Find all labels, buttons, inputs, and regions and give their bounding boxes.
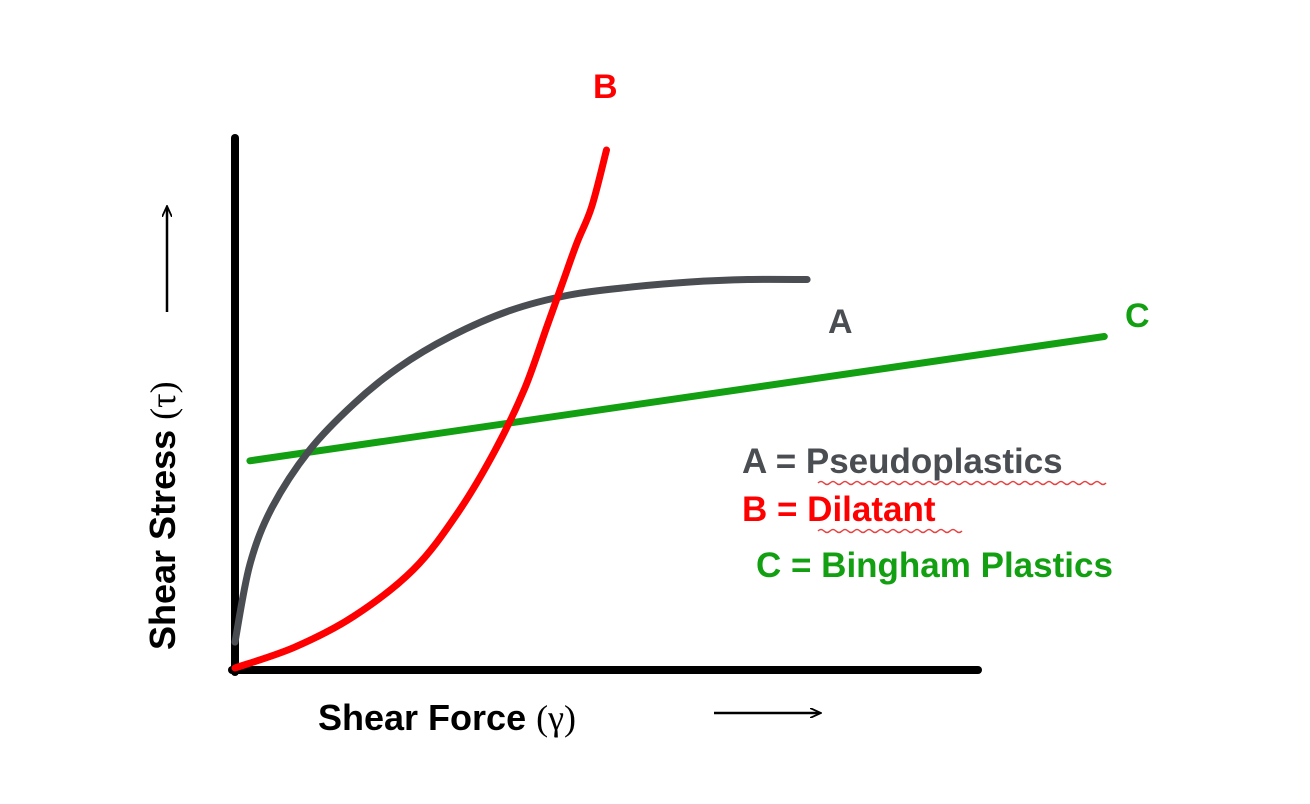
series-line-b	[231, 146, 610, 672]
series-layer	[231, 146, 1108, 672]
x-axis-symbol: (γ)	[536, 698, 576, 738]
y-axis-label: Shear Stress	[142, 430, 183, 650]
series-line-a	[231, 275, 811, 646]
legend-entry-c: C = Bingham Plastics	[756, 546, 1113, 585]
x-axis-title: Shear Force (γ)	[318, 697, 576, 738]
x-axis-label: Shear Force	[318, 697, 526, 738]
y-axis-symbol: (τ)	[143, 381, 183, 419]
spellcheck-underline-b	[817, 528, 963, 534]
legend-entry-b: B = Dilatant	[742, 490, 936, 529]
series-label-c: C	[1125, 297, 1150, 335]
spellcheck-underline-a	[817, 480, 1107, 486]
series-line-c	[246, 333, 1108, 465]
legend: A = Pseudoplastics B = Dilatant C = Bing…	[742, 442, 1113, 585]
legend-entry-a: A = Pseudoplastics	[742, 442, 1063, 481]
y-axis-title: Shear Stress (τ)	[142, 381, 183, 650]
series-label-a: A	[828, 303, 853, 341]
series-label-b: B	[593, 68, 618, 106]
